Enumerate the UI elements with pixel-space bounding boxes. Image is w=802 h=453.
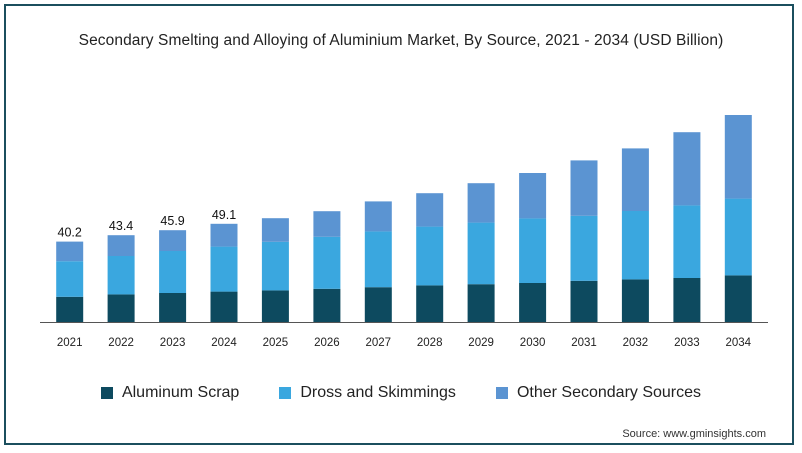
x-tick-label-2031: 2031: [571, 337, 597, 349]
x-tick-label-2026: 2026: [314, 337, 340, 349]
data-label-2024: 49.1: [212, 208, 236, 222]
x-tick-label-2021: 2021: [57, 337, 83, 349]
bar-dross-and-skimmings-2025: [261, 241, 289, 291]
bar-other-secondary-sources-2030: [519, 173, 547, 219]
legend-item-other-secondary-sources: Other Secondary Sources: [495, 384, 702, 402]
bar-other-secondary-sources-2027: [364, 201, 392, 232]
x-tick-label-2030: 2030: [520, 337, 546, 349]
bar-aluminum-scrap-2029: [467, 284, 495, 322]
bar-dross-and-skimmings-2026: [313, 236, 341, 289]
x-tick-label-2034: 2034: [726, 337, 752, 349]
data-label-2023: 45.9: [160, 214, 184, 228]
bar-dross-and-skimmings-2029: [467, 222, 495, 285]
bar-aluminum-scrap-2034: [724, 275, 752, 322]
bar-dross-and-skimmings-2022: [107, 256, 135, 295]
bar-other-secondary-sources-2029: [467, 183, 495, 223]
bar-dross-and-skimmings-2033: [673, 205, 701, 278]
bar-other-secondary-sources-2023: [159, 230, 187, 251]
bar-dross-and-skimmings-2024: [210, 246, 238, 292]
bar-aluminum-scrap-2030: [519, 283, 547, 322]
bar-other-secondary-sources-2028: [416, 193, 444, 227]
bar-chart: 2021 2022 2023 2024 2025 2026 2027 2028 2029 2030…: [40, 115, 768, 349]
bar-other-secondary-sources-2034: [724, 115, 752, 199]
bar-dross-and-skimmings-2028: [416, 226, 444, 286]
legend-swatch: [495, 387, 508, 399]
x-tick-label-2028: 2028: [417, 337, 443, 349]
bar-aluminum-scrap-2028: [416, 285, 444, 322]
x-tick-label-2024: 2024: [211, 337, 237, 349]
bars-group: [56, 115, 752, 322]
bar-aluminum-scrap-2024: [210, 291, 238, 322]
bar-aluminum-scrap-2033: [673, 278, 701, 322]
x-tick-label-2023: 2023: [160, 337, 186, 349]
bar-other-secondary-sources-2031: [570, 160, 598, 216]
bar-aluminum-scrap-2027: [364, 287, 392, 322]
chart-frame: Secondary Smelting and Alloying of Alumi…: [4, 4, 794, 445]
x-tick-label-2027: 2027: [366, 337, 392, 349]
bar-dross-and-skimmings-2031: [570, 215, 598, 281]
bar-dross-and-skimmings-2032: [621, 211, 649, 280]
legend-label: Aluminum Scrap: [121, 384, 240, 401]
bar-other-secondary-sources-2024: [210, 223, 238, 247]
x-tick-label-2022: 2022: [108, 337, 134, 349]
x-tick-label-2025: 2025: [263, 337, 289, 349]
bar-dross-and-skimmings-2030: [519, 218, 547, 283]
bar-dross-and-skimmings-2027: [364, 231, 392, 288]
data-label-2022: 43.4: [109, 219, 133, 233]
bar-other-secondary-sources-2021: [56, 241, 84, 262]
legend-swatch: [279, 387, 292, 399]
bar-dross-and-skimmings-2021: [56, 261, 84, 297]
legend-item-dross-and-skimmings: Dross and Skimmings: [279, 384, 456, 402]
bar-aluminum-scrap-2025: [261, 290, 289, 322]
bar-other-secondary-sources-2032: [621, 148, 649, 211]
legend-label: Other Secondary Sources: [516, 384, 702, 401]
chart-title: Secondary Smelting and Alloying of Alumi…: [78, 32, 724, 49]
legend-item-aluminum-scrap: Aluminum Scrap: [100, 384, 240, 402]
bar-other-secondary-sources-2025: [261, 218, 289, 242]
source-note: Source: www.gminsights.com: [622, 428, 766, 440]
bar-other-secondary-sources-2022: [107, 235, 135, 256]
legend-swatch: [100, 387, 113, 399]
bar-other-secondary-sources-2033: [673, 132, 701, 206]
bar-aluminum-scrap-2026: [313, 288, 341, 322]
bar-aluminum-scrap-2031: [570, 280, 598, 322]
bar-aluminum-scrap-2022: [107, 294, 135, 322]
x-tick-label-2032: 2032: [623, 337, 649, 349]
bar-dross-and-skimmings-2034: [724, 198, 752, 276]
bar-aluminum-scrap-2032: [621, 279, 649, 322]
data-labels: 40.2 43.4 45.9 49.1: [58, 208, 237, 240]
bar-other-secondary-sources-2026: [313, 211, 341, 237]
legend: Aluminum Scrap Dross and Skimmings Other…: [6, 384, 796, 402]
x-tick-label-2029: 2029: [468, 337, 494, 349]
bar-aluminum-scrap-2021: [56, 296, 84, 322]
x-tick-labels: 2021 2022 2023 2024 2025 2026 2027 2028 2029 2030…: [57, 337, 752, 349]
data-label-2021: 40.2: [58, 226, 82, 240]
bar-aluminum-scrap-2023: [159, 293, 187, 322]
x-tick-label-2033: 2033: [674, 337, 700, 349]
legend-label: Dross and Skimmings: [300, 384, 456, 401]
bar-dross-and-skimmings-2023: [159, 251, 187, 293]
